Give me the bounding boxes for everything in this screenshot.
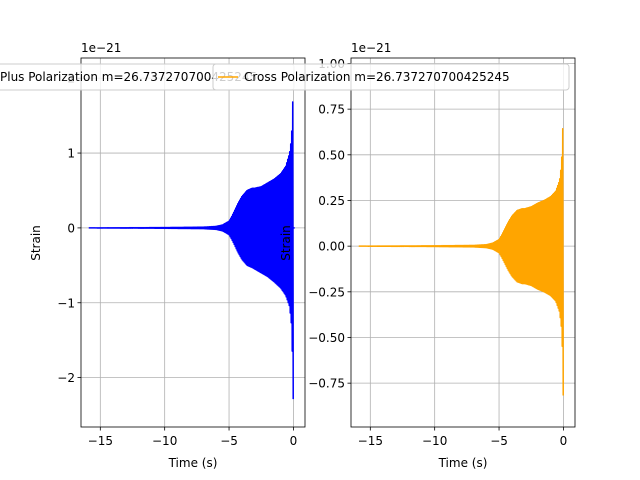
left-y-tick-label: 1 (67, 147, 75, 161)
left-y-axis-label: Strain (29, 225, 43, 261)
right-axes-frame (350, 57, 576, 428)
left-y-ticks: −2−1012 (57, 72, 81, 385)
right-y-tick-label: −0.75 (308, 377, 345, 391)
right-y-tick-label: 0.25 (318, 194, 345, 208)
left-y-tick-label: −2 (57, 371, 75, 385)
right-y-tick-label: 0.50 (318, 148, 345, 162)
left-y-offset-text: 1e−21 (81, 41, 121, 55)
right-x-ticks: −15 −10 −5 0 (358, 427, 568, 448)
left-series-line-0 (88, 101, 294, 400)
right-y-axis-label: Strain (279, 225, 293, 261)
legend-frame (212, 63, 570, 91)
left-x-tick-label: −10 (152, 434, 177, 448)
legend-label-plus: Plus Polarization m=26.737270700425245 (0, 70, 257, 84)
right-x-axis-label: Time (s) (438, 456, 488, 470)
right-x-tick-label: −5 (490, 434, 508, 448)
cross-polarization-legend: Cross Polarization m=26.737270700425245 (212, 63, 570, 91)
right-y-tick-label: −0.25 (308, 285, 345, 299)
right-x-tick-label: −10 (422, 434, 447, 448)
right-x-tick-label: 0 (560, 434, 568, 448)
left-axes-frame (80, 57, 306, 428)
left-x-tick-label: −15 (88, 434, 113, 448)
right-axes-border (350, 57, 576, 428)
left-series (88, 101, 295, 400)
right-y-tick-label: 0.75 (318, 103, 345, 117)
right-series-line-0 (358, 127, 564, 396)
left-y-tick-label: 0 (67, 221, 75, 235)
right-x-tick-label: −15 (358, 434, 383, 448)
left-x-tick-label: 0 (290, 434, 298, 448)
legend-label-cross: Cross Polarization m=26.737270700425245 (244, 70, 510, 84)
left-x-tick-label: −5 (220, 434, 238, 448)
left-y-tick-label: −1 (57, 296, 75, 310)
left-x-axis-label: Time (s) (168, 456, 218, 470)
left-x-ticks: −15 −10 −5 0 (88, 427, 298, 448)
right-y-tick-label: 0.00 (318, 240, 345, 254)
right-series (358, 127, 564, 396)
right-y-tick-label: −0.50 (308, 331, 345, 345)
left-axes-border (80, 57, 306, 428)
right-y-offset-text: 1e−21 (351, 41, 391, 55)
